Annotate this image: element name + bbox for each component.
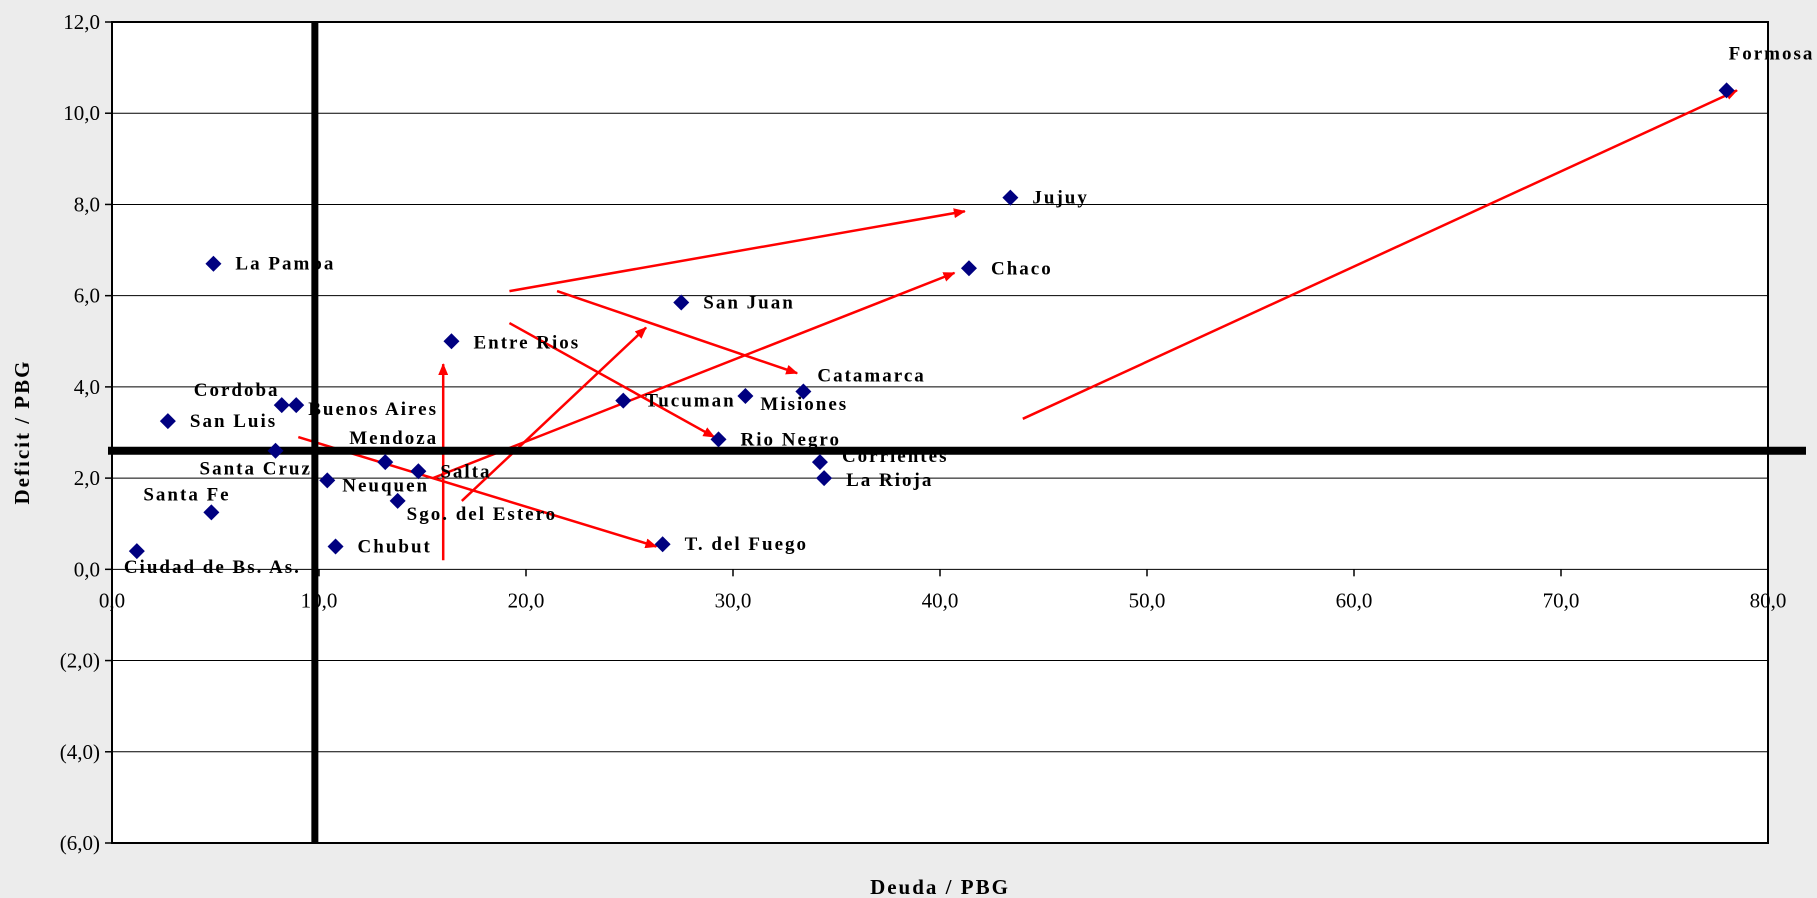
point-label: Salta [440, 461, 491, 482]
point-label: Sgo. del Estero [407, 504, 558, 525]
data-point-marker [288, 397, 305, 414]
y-tick-label: 6,0 [74, 284, 100, 308]
point-label: Santa Fe [143, 484, 230, 505]
y-tick-label: 12,0 [63, 10, 100, 34]
x-tick-label: 40,0 [922, 588, 959, 612]
x-tick-label: 0,0 [99, 588, 125, 612]
data-point-marker [795, 383, 812, 400]
x-tick-labels: 0,0 10,0 20,0 30,0 40,0 50,0 60,0 70,0 80,0 [99, 588, 1787, 612]
data-point-marker [128, 543, 145, 560]
trend-arrow [508, 321, 716, 439]
data-point-marker [389, 492, 406, 509]
point-label: Santa Cruz [200, 459, 312, 480]
point-label: Chaco [991, 258, 1053, 279]
data-point-marker [410, 463, 427, 480]
point-label: La Pampa [235, 254, 335, 275]
point-label: Buenos Aires [308, 399, 438, 420]
data-point-marker [267, 442, 284, 459]
y-tick-label: 2,0 [74, 466, 100, 490]
point-label: Ciudad de Bs. As. [124, 557, 301, 578]
point-label: Formosa [1729, 43, 1815, 64]
plot-area [111, 21, 1769, 844]
data-point-marker [1718, 82, 1735, 99]
x-tick-label: 70,0 [1543, 588, 1580, 612]
point-label: Chubut [358, 537, 432, 558]
point-label: Cordoba [194, 380, 280, 401]
y-tick-labels: (6,0) (4,0) (2,0) 0,0 2,0 4,0 6,0 8,0 10,0 12,0 [60, 10, 100, 855]
data-point-marker [737, 388, 754, 405]
x-tick-label: 10,0 [301, 588, 338, 612]
trend-arrow [1022, 89, 1738, 420]
data-point-marker [615, 392, 632, 409]
y-axis-title: Deficit / PBG [10, 360, 34, 505]
data-point-marker [816, 470, 833, 487]
data-point-marker [710, 431, 727, 448]
trend-arrow [509, 208, 966, 293]
point-label: Corrientes [842, 446, 949, 467]
point-label: T. del Fuego [685, 534, 808, 555]
point-label: Catamarca [817, 365, 925, 386]
y-tick-label: (6,0) [60, 831, 100, 855]
gridlines [105, 21, 1769, 844]
x-tick-label: 20,0 [508, 588, 545, 612]
data-point-marker [159, 413, 176, 430]
point-label: Neuquen [342, 475, 429, 496]
data-point-marker [203, 504, 220, 521]
data-point-marker [960, 260, 977, 277]
point-label: San Luis [190, 411, 277, 432]
y-tick-label: 4,0 [74, 375, 100, 399]
data-point-marker [205, 255, 222, 272]
point-label: La Rioja [846, 470, 933, 491]
data-points [128, 82, 1735, 560]
y-tick-label: (2,0) [60, 649, 100, 673]
y-tick-label: 8,0 [74, 192, 100, 216]
point-label: Rio Negro [741, 429, 842, 450]
x-tick-label: 80,0 [1750, 588, 1787, 612]
trend-arrow [297, 435, 658, 549]
reference-lines [108, 22, 1806, 843]
point-label: Entre Rios [473, 332, 580, 353]
x-tick-label: 60,0 [1336, 588, 1373, 612]
data-point-marker [443, 333, 460, 350]
x-tick-label: 30,0 [715, 588, 752, 612]
trend-arrow [556, 289, 799, 375]
y-tick-label: 10,0 [63, 101, 100, 125]
y-tick-label: (4,0) [60, 740, 100, 764]
x-tick-label: 50,0 [1129, 588, 1166, 612]
data-point-marker [654, 536, 671, 553]
trend-arrows [297, 89, 1738, 561]
trend-arrow [460, 326, 647, 502]
x-axis-title: Deuda / PBG [870, 875, 1010, 898]
data-point-marker [811, 454, 828, 471]
point-label: Mendoza [349, 428, 438, 449]
trend-arrow [432, 271, 956, 480]
point-label: Tucuman [645, 391, 735, 412]
data-point-marker [377, 454, 394, 471]
data-point-marker [1002, 189, 1019, 206]
data-point-marker [327, 538, 344, 555]
data-point-marker [319, 472, 336, 489]
point-label: San Juan [703, 293, 795, 314]
y-tick-label: 0,0 [74, 557, 100, 581]
point-label: Jujuy [1032, 188, 1088, 209]
data-point-marker [673, 294, 690, 311]
point-labels: Ciudad de Bs. As. Santa Fe La Pampa San Lui… [124, 43, 1815, 578]
data-point-marker [273, 397, 290, 414]
point-label: Misiones [760, 394, 848, 415]
